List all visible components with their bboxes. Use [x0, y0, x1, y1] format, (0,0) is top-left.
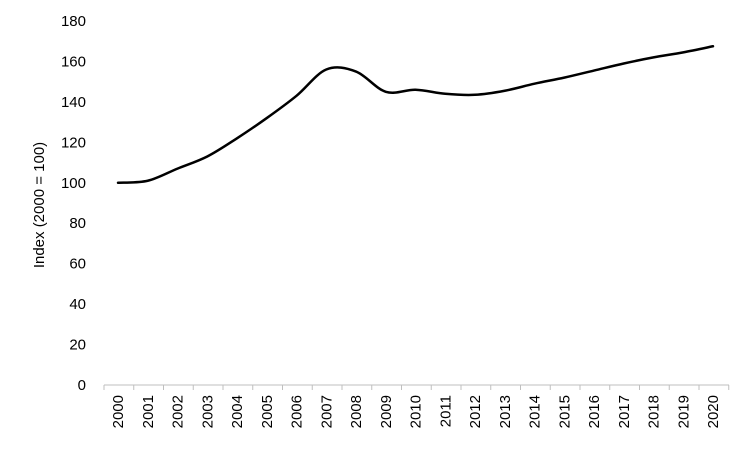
x-tick-label: 2004 — [229, 395, 246, 428]
x-tick-label: 2001 — [140, 395, 157, 428]
y-axis-title: Index (2000 = 100) — [31, 142, 48, 268]
y-axis-ticks: 0 20 40 60 80 100 120 140 160 180 — [61, 13, 86, 394]
x-tick-label: 2002 — [170, 395, 187, 428]
series-line — [116, 45, 715, 185]
x-tick-label: 2020 — [705, 395, 722, 428]
y-tick-label: 60 — [69, 256, 86, 273]
x-tick-label: 2000 — [110, 395, 127, 428]
y-tick-label: 140 — [61, 94, 86, 111]
x-axis-ticks: 2000 2001 2002 2003 2004 2005 2006 2007 2008 2009… — [110, 395, 722, 428]
y-tick-label: 0 — [78, 377, 86, 394]
x-tick-label: 2011 — [437, 395, 454, 427]
x-tick-label: 2010 — [408, 395, 425, 428]
y-tick-label: 20 — [69, 337, 86, 354]
y-tick-label: 100 — [61, 175, 86, 192]
x-tick-label: 2005 — [259, 395, 276, 428]
x-tick-label: 2018 — [646, 395, 663, 428]
x-tick-label: 2015 — [556, 395, 573, 428]
y-tick-label: 160 — [61, 53, 86, 70]
x-tick-label: 2006 — [289, 395, 306, 428]
x-tick-label: 2016 — [586, 395, 603, 428]
x-axis — [103, 384, 730, 390]
y-tick-label: 180 — [61, 13, 86, 30]
x-tick-label: 2017 — [616, 395, 633, 428]
x-tick-label: 2003 — [199, 395, 216, 428]
x-tick-label: 2012 — [467, 395, 484, 428]
y-tick-label: 40 — [69, 296, 86, 313]
x-tick-label: 2013 — [497, 395, 514, 428]
x-tick-label: 2008 — [348, 395, 365, 428]
x-tick-label: 2007 — [318, 395, 335, 428]
x-tick-label: 2014 — [527, 395, 544, 428]
y-tick-label: 80 — [69, 215, 86, 232]
x-tick-label: 2009 — [378, 395, 395, 428]
y-tick-label: 120 — [61, 134, 86, 151]
series-group — [116, 45, 715, 185]
x-tick-label: 2019 — [675, 395, 692, 428]
